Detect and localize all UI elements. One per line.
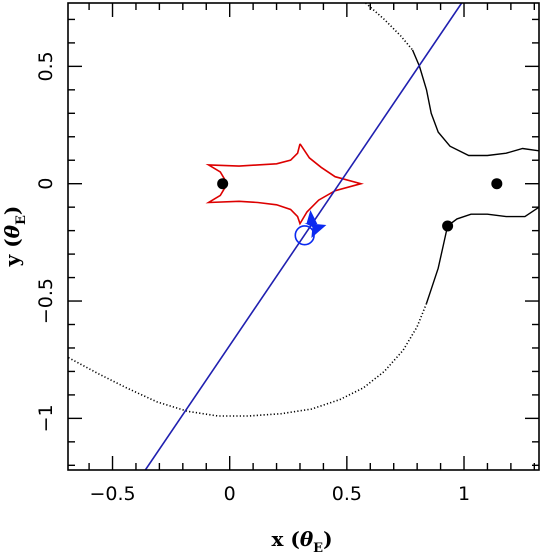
source-direction-marker [304, 222, 327, 238]
x-tick-label: −0.5 [89, 483, 135, 505]
x-tick-label: 0 [224, 483, 236, 505]
x-tick-label: 1 [458, 483, 470, 505]
plot-frame [67, 2, 540, 471]
x-axis-title: x (θE) [271, 527, 332, 555]
critical-curve-upper [411, 49, 539, 157]
y-tick-label: −0.5 [35, 278, 57, 324]
lens-point-1 [217, 178, 229, 190]
critical-curve-lower [425, 206, 539, 304]
axis-ticks: −0.5 0 0.5 1 −1 −0.5 0 0.5 [35, 3, 539, 505]
lens-point-2 [491, 178, 503, 190]
y-tick-label: 0 [35, 178, 57, 190]
caustic-curve [205, 143, 364, 226]
source-direction-marker-tip [306, 209, 318, 224]
critical-curve-dotted-lower [68, 303, 428, 417]
source-trajectory [144, 3, 463, 470]
lens-point-3 [442, 220, 454, 232]
y-tick-label: −1 [35, 404, 57, 432]
y-axis-title: y (θE) [0, 206, 29, 268]
data-layer [68, 3, 539, 470]
y-tick-label: 0.5 [35, 51, 57, 81]
x-tick-label: 0.5 [332, 483, 362, 505]
